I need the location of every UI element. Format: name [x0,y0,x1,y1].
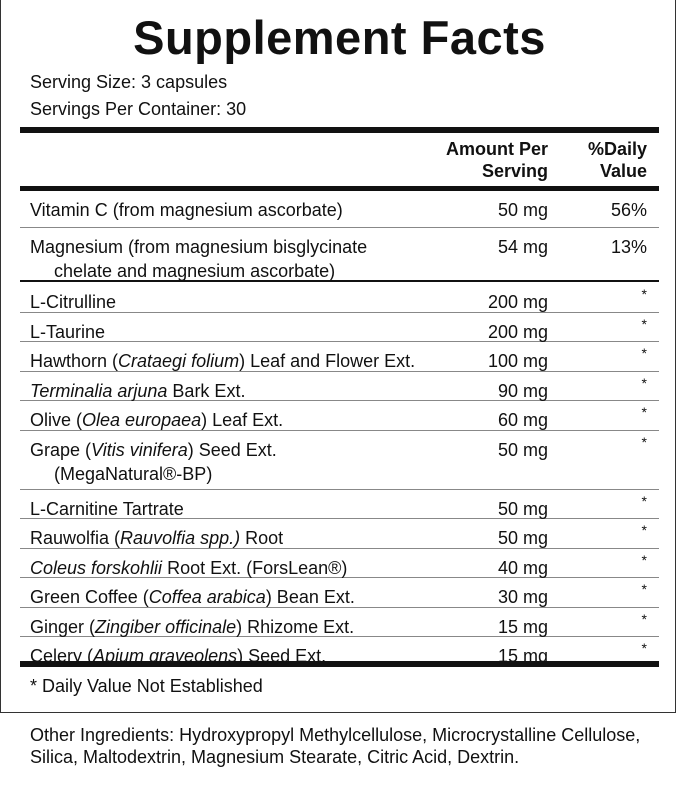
footnote: * Daily Value Not Established [30,676,263,696]
thick-divider [20,127,659,133]
header-line: %Daily [587,139,647,159]
daily-value: * [641,581,647,597]
ingredient-name: Hawthorn (Crataegi folium) Leaf and Flow… [30,349,460,373]
ingredient-name: Coleus forskohlii Root Ext. (ForsLean®) [30,556,460,580]
ingredient-row: Coleus forskohlii Root Ext. (ForsLean®) 4… [20,549,659,580]
panel-title: Supplement Facts [133,11,546,64]
daily-value: * [641,640,647,656]
ingredient-row: L-Taurine 200 mg * [20,313,659,344]
name-text: Bark Ext. [167,380,246,401]
daily-value: 56% [610,200,647,220]
name-text: ) Leaf Ext. [201,410,284,430]
ingredient-name: Terminalia arjuna Bark Ext. [30,379,460,403]
latin-name: Rauvolfia spp.) [120,528,241,548]
serving-size: Serving Size: 3 capsules [30,72,228,92]
name-text: ) Bean Ext. [265,587,355,607]
name-text: Ginger ( [30,616,96,637]
amount-per-serving-header: Amount Per Serving [446,138,548,182]
nutrient-row: Vitamin C (from magnesium ascorbate) 50 m… [20,191,659,228]
amount: 200 mg [487,321,548,342]
name-continuation: chelate and magnesium ascorbate) [30,259,460,283]
amount: 50 mg [497,498,548,519]
thick-divider [20,661,659,667]
amount: 50 mg [497,439,548,460]
name-text: Grape ( [30,439,92,460]
amount: 15 mg [497,616,548,637]
name-text: L-Citrulline [30,292,117,312]
latin-name: Coffea arabica [148,587,266,607]
daily-value: * [641,315,647,332]
latin-name: Zingiber officinale [95,616,237,637]
ingredient-name: Magnesium (from magnesium bisglycinate ch… [30,235,460,283]
daily-value: * [641,551,647,568]
name-text: ) Rhizome Ext. [236,616,355,637]
daily-value: * [641,345,647,361]
ingredient-name: Grape (Vitis vinifera) Seed Ext. (MegaNat… [30,438,460,486]
daily-value: * [641,374,647,391]
amount: 100 mg [487,351,548,371]
ingredient-row: Olive (Olea europaea) Leaf Ext. 60 mg * [20,401,659,431]
ingredient-row: Terminalia arjuna Bark Ext. 90 mg * [20,372,659,403]
name-text: (MegaNatural®-BP) [54,463,213,484]
amount: 30 mg [497,587,548,607]
ingredient-row: Grape (Vitis vinifera) Seed Ext. (MegaNat… [20,431,659,490]
name-text: L-Taurine [30,321,106,342]
ingredient-name: Olive (Olea europaea) Leaf Ext. [30,408,460,432]
nutrient-row: Magnesium (from magnesium bisglycinate ch… [20,228,659,282]
servings-per-container: Servings Per Container: 30 [30,99,247,119]
name-text: L-Carnitine Tartrate [30,498,184,519]
ingredient-name: Rauwolfia (Rauvolfia spp.) Root [30,526,460,550]
header-line: Amount Per [445,139,548,159]
amount: 40 mg [497,557,548,578]
header-line: Serving [481,161,548,181]
thick-divider [20,186,659,191]
name-continuation: (MegaNatural®-BP) [30,462,460,486]
latin-name: Vitis vinifera [91,439,188,460]
name-text: Vitamin C (from magnesium ascorbate) [30,200,343,220]
daily-value: 13% [610,237,647,257]
name-text: Hawthorn ( [30,351,119,371]
amount: 54 mg [497,237,548,257]
daily-value: * [641,610,647,627]
name-text: Root [240,528,284,548]
daily-value: * [641,522,647,538]
ingredient-name: L-Taurine [30,320,460,344]
latin-name: Coleus forskohlii [30,557,163,578]
daily-value: * [641,492,647,509]
name-text: ) Seed Ext. [187,439,277,460]
latin-name: Crataegi folium [118,351,240,371]
ingredient-row: Rauwolfia (Rauvolfia spp.) Root 50 mg * [20,519,659,549]
latin-name: Olea europaea [82,410,202,430]
amount: 60 mg [497,410,548,430]
name-text: Root Ext. (ForsLean®) [162,557,348,578]
ingredient-name: L-Carnitine Tartrate [30,497,460,521]
daily-value: * [641,404,647,420]
header-line: Value [599,161,647,181]
ingredient-name: L-Citrulline [30,290,460,314]
latin-name: Terminalia arjuna [30,380,168,401]
amount: 50 mg [497,200,548,220]
name-text: Magnesium (from magnesium bisglycinate [30,237,368,257]
name-text: Rauwolfia ( [30,528,121,548]
name-text: Green Coffee ( [30,587,149,607]
amount: 90 mg [497,380,548,401]
ingredient-row: L-Citrulline 200 mg * [20,283,659,313]
ingredient-name: Green Coffee (Coffea arabica) Bean Ext. [30,585,460,609]
ingredient-row: Green Coffee (Coffea arabica) Bean Ext. 3… [20,578,659,608]
amount: 50 mg [497,528,548,548]
ingredient-row: Ginger (Zingiber officinale) Rhizome Ext… [20,608,659,639]
amount: 200 mg [487,292,548,312]
ingredient-row: Hawthorn (Crataegi folium) Leaf and Flow… [20,342,659,372]
daily-value: * [641,286,647,302]
daily-value-header: %Daily Value [588,138,647,182]
ingredient-name: Vitamin C (from magnesium ascorbate) [30,198,460,222]
other-ingredients: Other Ingredients: Hydroxypropyl Methylc… [30,725,641,767]
ingredient-row: L-Carnitine Tartrate 50 mg * [20,490,659,521]
name-text: chelate and magnesium ascorbate) [54,261,336,281]
name-text: Olive ( [30,410,83,430]
ingredient-name: Ginger (Zingiber officinale) Rhizome Ext… [30,615,460,639]
name-text: ) Leaf and Flower Ext. [239,351,416,371]
daily-value: * [641,433,647,450]
supplement-facts-panel [0,0,676,713]
